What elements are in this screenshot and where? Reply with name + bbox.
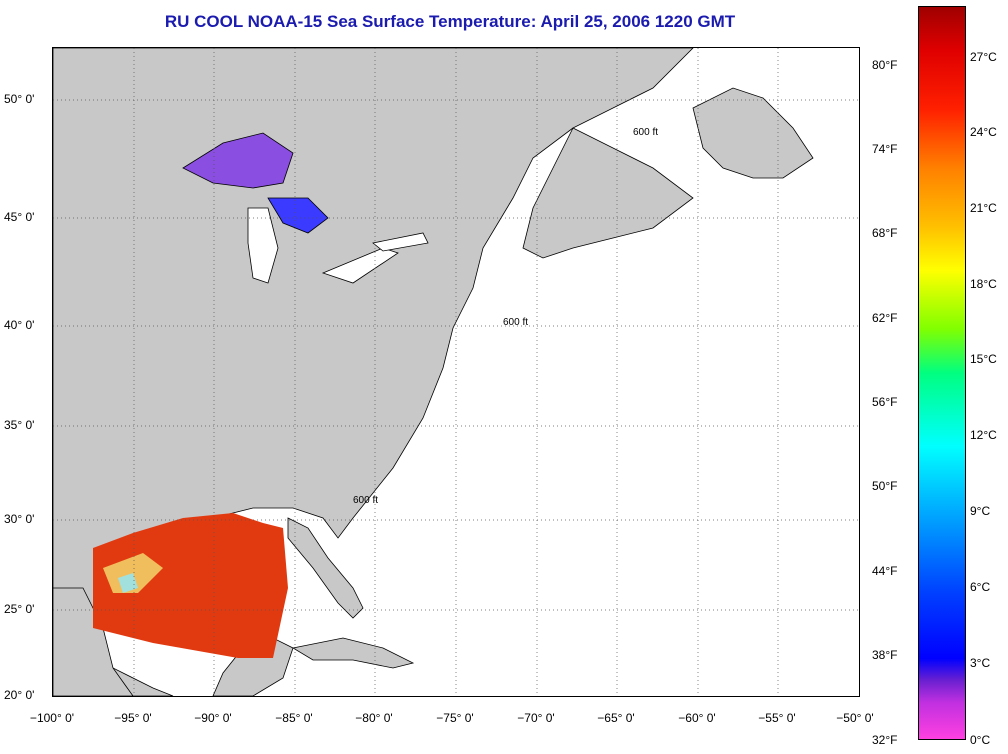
colorbar-c-label: 18°C [970, 277, 997, 291]
lake-michigan [247, 207, 279, 284]
colorbar-f-label: 62°F [872, 311, 898, 325]
lat-label: 30° 0' [4, 512, 35, 526]
lat-label: 50° 0' [4, 92, 35, 106]
colorbar-c-label: 3°C [970, 656, 991, 670]
lon-label: −90° 0' [194, 711, 232, 725]
colorbar-f-label: 38°F [872, 648, 898, 662]
lat-label: 25° 0' [4, 602, 35, 616]
temperature-colorbar [918, 6, 966, 740]
colorbar-f-label: 44°F [872, 564, 898, 578]
colorbar-c-label: 15°C [970, 352, 997, 366]
lon-label: −95° 0' [114, 711, 152, 725]
lon-label: −50° 0' [836, 711, 874, 725]
colorbar-c-label: 27°C [970, 50, 997, 64]
lat-label: 35° 0' [4, 418, 35, 432]
lon-label: −65° 0' [597, 711, 635, 725]
lat-label: 20° 0' [4, 688, 35, 702]
contour-label: 600 ft [503, 317, 528, 328]
colorbar-c-label: 6°C [970, 580, 991, 594]
lon-label: −75° 0' [436, 711, 474, 725]
colorbar-f-label: 68°F [872, 226, 898, 240]
colorbar-c-label: 12°C [970, 428, 997, 442]
colorbar-f-label: 32°F [872, 733, 898, 747]
land-cuba [291, 637, 415, 669]
land-maritimes [522, 127, 694, 259]
lon-label: −70° 0' [517, 711, 555, 725]
lat-label: 40° 0' [4, 318, 35, 332]
colorbar-c-label: 0°C [970, 733, 991, 747]
map-title: RU COOL NOAA-15 Sea Surface Temperature:… [164, 12, 736, 31]
colorbar-c-label: 21°C [970, 201, 997, 215]
lon-label: −100° 0' [29, 711, 75, 725]
lake-superior [182, 132, 294, 189]
colorbar-f-label: 80°F [872, 58, 898, 72]
contour-label: 600 ft [633, 127, 658, 138]
sst-gulf-of-mexico [93, 513, 288, 658]
colorbar-f-label: 50°F [872, 479, 898, 493]
colorbar-c-label: 24°C [970, 125, 997, 139]
colorbar-f-label: 56°F [872, 395, 898, 409]
lon-label: −60° 0' [678, 711, 716, 725]
land-florida [287, 517, 364, 619]
contour-label: 600 ft [353, 495, 378, 506]
colorbar-c-label: 9°C [970, 504, 991, 518]
lon-label: −55° 0' [758, 711, 796, 725]
map-canvas: 600 ft 600 ft 600 ft [53, 48, 859, 696]
lat-label: 45° 0' [4, 210, 35, 224]
lon-label: −80° 0' [355, 711, 393, 725]
lake-ontario [372, 232, 429, 252]
colorbar-f-label: 74°F [872, 142, 898, 156]
land-newfoundland [692, 87, 814, 179]
lake-erie [321, 247, 399, 284]
lon-label: −85° 0' [275, 711, 313, 725]
lake-huron [267, 197, 329, 234]
sst-map[interactable]: 600 ft 600 ft 600 ft [52, 47, 860, 697]
